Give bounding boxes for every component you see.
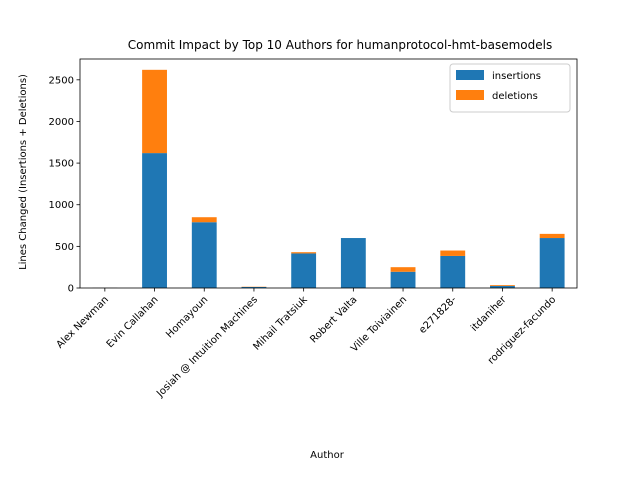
y-tick-label: 1500 [49, 159, 74, 170]
bar-insertions [390, 271, 416, 288]
y-tick-label: 2500 [49, 75, 74, 86]
legend-swatch-deletions [456, 90, 484, 100]
y-tick-label: 500 [55, 242, 74, 253]
bar-deletions [291, 252, 317, 254]
legend-label-deletions: deletions [492, 91, 538, 102]
bar-insertions [490, 285, 515, 288]
legend: insertions deletions [449, 63, 571, 113]
axes-frame [79, 58, 578, 289]
bar-insertions [191, 222, 217, 288]
bar-deletions [440, 250, 466, 256]
y-tick-label: 0 [68, 284, 74, 295]
legend-swatch-insertions [456, 70, 484, 80]
bar-insertions [340, 238, 366, 288]
chart-title: Commit Impact by Top 10 Authors for huma… [128, 38, 552, 52]
bar-insertions [241, 287, 267, 288]
bar-insertions [440, 255, 466, 288]
bar-deletions [539, 233, 565, 239]
legend-label-insertions: insertions [492, 71, 541, 82]
bar-deletions [390, 267, 416, 272]
y-tick-label: 1000 [49, 200, 74, 211]
bar-deletions [142, 69, 167, 154]
bar-deletions [191, 217, 217, 223]
y-tick-label: 2000 [49, 117, 74, 128]
bar-deletions [490, 285, 515, 286]
bar-insertions [539, 238, 565, 288]
y-axis-label: Lines Changed (Insertions + Deletions) [18, 74, 29, 270]
bar-insertions [291, 253, 317, 288]
bar-insertions [142, 153, 167, 288]
x-axis-label: Author [310, 450, 345, 461]
